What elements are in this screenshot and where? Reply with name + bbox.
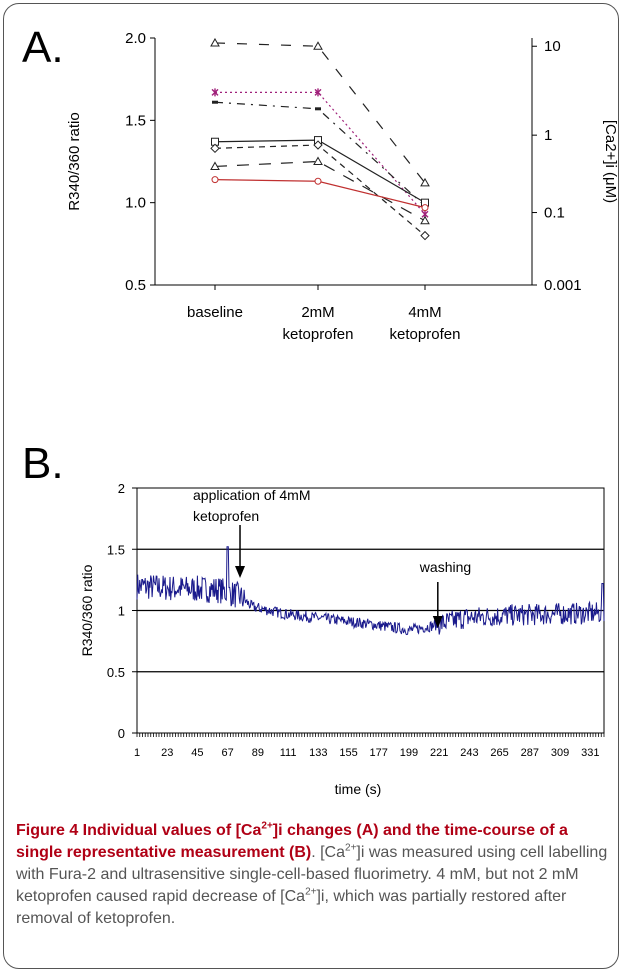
chart-a-marker-triangle — [210, 37, 220, 47]
chart-a-series-line — [214, 101, 426, 207]
caption-title-pre: Figure 4 Individual values of [Ca — [16, 822, 262, 839]
chart-b-y-tick-label: 2 — [118, 481, 125, 496]
chart-a-x-tick-label: 4mM — [408, 304, 441, 321]
chart-b-annotation-text: application of 4mM — [193, 487, 311, 503]
chart-b-x-axis: 1 23 45 67 89 111 133 155 177 199 221 243 265 287 309 3… — [134, 733, 605, 759]
chart-a-y-axis-label: R340/360 ratio — [66, 112, 83, 210]
chart-a-marker-bar — [315, 107, 321, 111]
chart-b-x-tick-label: 1 — [134, 747, 140, 759]
chart-b-x-tick-label: 265 — [490, 747, 508, 759]
chart-a-y-tick-label: 1.0 — [125, 195, 146, 212]
chart-b-x-tick-label: 309 — [551, 747, 569, 759]
chart-a-marker-circle — [211, 176, 219, 184]
panel-a-label: A. — [22, 23, 64, 72]
chart-b-series-line — [136, 546, 605, 636]
chart-b: B. 0 0.5 1 1.5 2 1 23 45 67 89 111 133 155 177 199 221… — [22, 439, 605, 797]
caption-body-3: ]i, which was partially restored after r… — [16, 888, 567, 927]
chart-a-y-tick-label: 2.0 — [125, 30, 146, 47]
caption-sup-1: 2+ — [345, 842, 357, 854]
chart-a-series-line — [214, 160, 426, 222]
chart-b-annotation-text: washing — [419, 559, 471, 575]
chart-a-marker-diamond — [420, 230, 430, 241]
chart-a-marker-triangle — [420, 177, 430, 187]
chart-b-y-axis-label: R340/360 ratio — [79, 564, 95, 656]
chart-a-marker-diamond — [313, 140, 323, 150]
chart-b-x-tick-label: 243 — [460, 747, 478, 759]
chart-b-y-tick-label: 0 — [118, 726, 125, 741]
chart-a-y2-tick-label: 1 — [544, 127, 552, 144]
chart-a-marker-star — [314, 88, 322, 97]
panel-b-label: B. — [22, 439, 64, 488]
chart-a-y2-axis: 10 1 0.1 0.001 — [532, 38, 582, 294]
chart-a-y2-axis-label: [Ca2+]i (μM) — [602, 120, 619, 203]
chart-a-y-tick-label: 0.5 — [125, 277, 146, 294]
chart-b-x-tick-label: 45 — [191, 747, 203, 759]
chart-a-marker-circle — [314, 177, 322, 185]
chart-a-x-axis: baseline 2mM ketoprofen 4mM ketoprofen — [187, 285, 460, 343]
chart-a-x-tick-label: 2mM — [301, 304, 334, 321]
chart-a-series-line — [214, 139, 426, 204]
chart-a-y2-tick-label: 0.1 — [544, 205, 565, 222]
chart-b-x-tick-label: 331 — [581, 747, 599, 759]
figure-caption: Figure 4 Individual values of [Ca2+]i ch… — [16, 820, 612, 930]
chart-b-annotations: application of 4mM ketoprofen washing — [193, 487, 471, 628]
chart-a-series-line — [215, 91, 426, 215]
chart-b-x-tick-label: 287 — [521, 747, 539, 759]
chart-b-x-tick-label: 67 — [222, 747, 234, 759]
caption-title-sup: 2+ — [261, 820, 273, 832]
figure-frame — [3, 3, 619, 969]
caption-title: Figure 4 Individual values of [Ca2+]i ch… — [16, 820, 568, 861]
chart-b-x-axis-label: time (s) — [335, 781, 382, 797]
chart-a: A. 0.5 1.0 1.5 2.0 10 1 0.1 0.001 baseline 2mM k… — [22, 23, 619, 343]
chart-b-y-axis: 0 0.5 1 1.5 2 — [107, 481, 137, 741]
chart-b-series — [136, 546, 605, 636]
caption-body-1: . [Ca — [311, 844, 346, 861]
chart-a-x-tick-label: ketoprofen — [283, 326, 354, 343]
chart-a-y2-tick-label: 0.001 — [544, 277, 582, 294]
chart-b-x-tick-label: 177 — [370, 747, 388, 759]
chart-b-x-tick-label: 111 — [280, 747, 297, 759]
chart-a-marker-triangle — [313, 41, 323, 50]
chart-b-y-tick-label: 1 — [118, 604, 125, 619]
chart-a-marker-triangle — [210, 161, 220, 170]
chart-a-y2-tick-label: 10 — [544, 38, 561, 55]
caption-body-2: ]i was measured using cell labelling wit… — [16, 844, 608, 905]
chart-a-series-line — [214, 144, 426, 237]
chart-b-x-tick-label: 155 — [339, 747, 357, 759]
chart-b-annotation-text: ketoprofen — [193, 508, 259, 524]
chart-a-marker-triangle — [420, 215, 430, 225]
chart-a-series — [210, 37, 430, 241]
chart-a-x-tick-label: baseline — [187, 304, 243, 321]
chart-b-x-tick-label: 199 — [400, 747, 418, 759]
chart-a-marker-triangle — [313, 156, 323, 165]
chart-b-x-tick-label: 221 — [430, 747, 448, 759]
chart-a-marker-star — [211, 88, 219, 97]
caption-sup-2: 2+ — [305, 886, 317, 898]
chart-a-marker-diamond — [210, 143, 220, 154]
chart-b-x-tick-label: 133 — [309, 747, 327, 759]
chart-a-x-tick-label: ketoprofen — [390, 326, 461, 343]
chart-b-x-tick-label: 23 — [161, 747, 173, 759]
chart-b-y-tick-label: 1.5 — [107, 542, 125, 557]
chart-a-marker-circle — [421, 204, 429, 212]
chart-b-gridlines — [136, 487, 605, 734]
chart-a-y-tick-label: 1.5 — [125, 112, 146, 129]
chart-a-marker-bar — [212, 100, 218, 104]
chart-b-y-tick-label: 0.5 — [107, 665, 125, 680]
chart-b-annotation-arrowhead — [235, 566, 246, 578]
chart-a-y-axis: 0.5 1.0 1.5 2.0 — [125, 30, 155, 294]
chart-b-annotation-arrowhead — [432, 616, 443, 628]
caption-title-post: ]i changes (A) and the time-course of a … — [16, 822, 568, 861]
chart-b-x-tick-label: 89 — [252, 747, 264, 759]
